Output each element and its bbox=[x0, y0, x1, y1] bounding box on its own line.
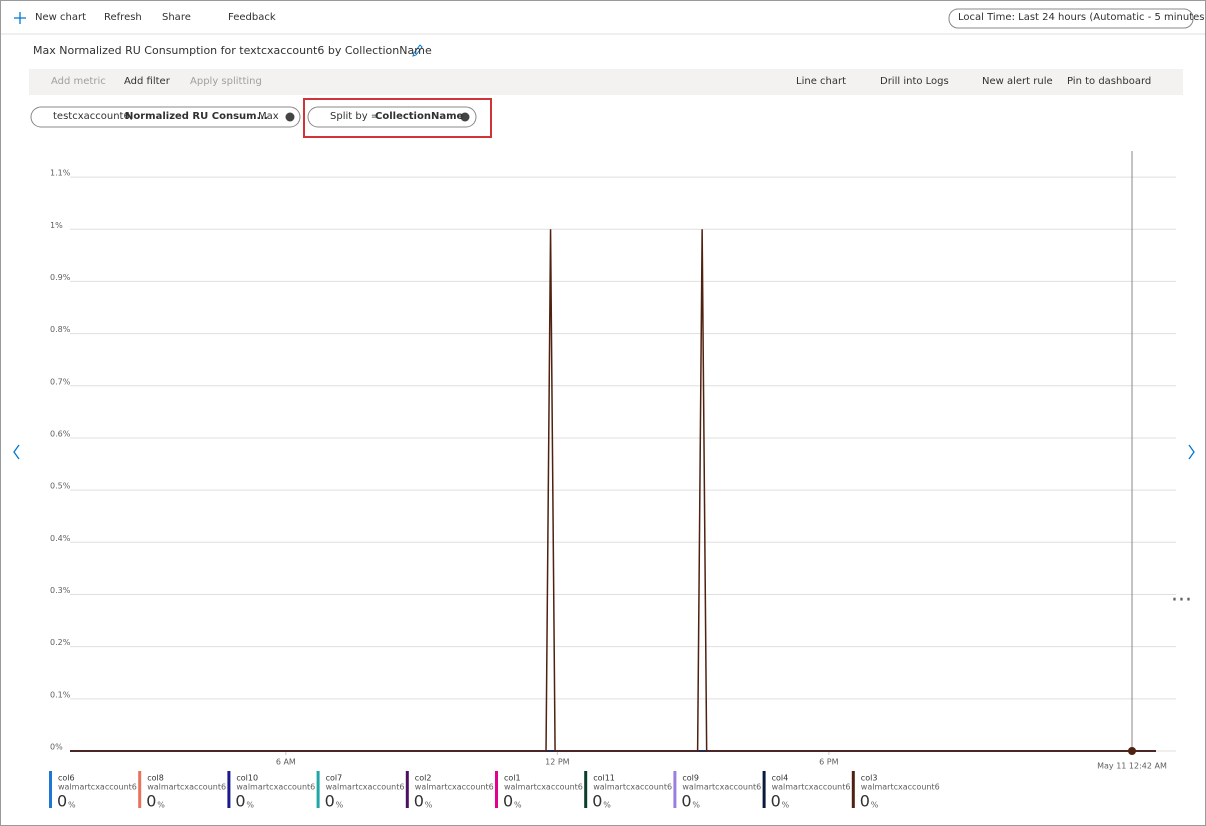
legend-unit: % bbox=[157, 801, 165, 810]
legend-name: col8 bbox=[147, 774, 164, 783]
metric-aggregation: Max bbox=[258, 111, 279, 122]
y-tick-label: 0.2% bbox=[50, 638, 71, 647]
plus-icon bbox=[14, 12, 26, 24]
nav-arrow[interactable] bbox=[13, 444, 1195, 460]
time-range[interactable]: Local Time: Last 24 hours (Automatic - 5… bbox=[958, 12, 1206, 23]
legend-account: walmartcxaccount6 bbox=[504, 783, 583, 792]
legend-account: walmartcxaccount6 bbox=[593, 783, 672, 792]
legend-account: walmartcxaccount6 bbox=[861, 783, 940, 792]
legend-name: col3 bbox=[861, 774, 878, 783]
more-icon[interactable]: ··· bbox=[1171, 588, 1192, 613]
legend-value: 0 bbox=[235, 792, 245, 811]
legend-unit: % bbox=[514, 801, 522, 810]
y-tick-label: 0.9% bbox=[50, 273, 71, 282]
legend-value: 0 bbox=[325, 792, 335, 811]
legend-name: col7 bbox=[326, 774, 343, 783]
legend-unit: % bbox=[782, 801, 790, 810]
legend-swatch bbox=[227, 771, 231, 808]
y-tick-label: 0.3% bbox=[50, 586, 71, 595]
split-pill[interactable] bbox=[307, 106, 477, 128]
legend-account: walmartcxaccount6 bbox=[772, 783, 851, 792]
cursor-label: May 11 12:42 AM bbox=[1097, 762, 1167, 771]
legend-account: walmartcxaccount6 bbox=[682, 783, 761, 792]
new-alert[interactable]: New alert rule bbox=[982, 76, 1053, 87]
new-chart[interactable]: New chart bbox=[35, 12, 86, 23]
legend-value: 0 bbox=[771, 792, 781, 811]
legend-value: 0 bbox=[57, 792, 67, 811]
x-tick-label: 12 PM bbox=[545, 758, 570, 767]
y-tick-label: 0.8% bbox=[50, 325, 71, 334]
refresh[interactable]: Refresh bbox=[104, 12, 142, 23]
legend-unit: % bbox=[603, 801, 611, 810]
edit-icon[interactable] bbox=[412, 44, 423, 57]
split-label: Split by = bbox=[330, 111, 380, 122]
legend-swatch bbox=[316, 771, 320, 808]
legend-swatch bbox=[49, 771, 52, 808]
legend-value: 0 bbox=[503, 792, 513, 811]
highlight-box bbox=[303, 98, 492, 138]
legend-swatch bbox=[762, 771, 766, 808]
legend-swatch bbox=[584, 771, 588, 808]
metric-resource: testcxaccount6, bbox=[53, 111, 133, 122]
y-tick-label: 0.4% bbox=[50, 534, 71, 543]
legend-swatch bbox=[495, 771, 498, 808]
legend-value: 0 bbox=[414, 792, 424, 811]
pin-dashboard[interactable]: Pin to dashboard bbox=[1067, 76, 1152, 87]
legend-value: 0 bbox=[681, 792, 691, 811]
legend-account: walmartcxaccount6 bbox=[236, 783, 315, 792]
x-tick-label: 6 PM bbox=[819, 758, 838, 767]
legend-name: col1 bbox=[504, 774, 521, 783]
legend-account: walmartcxaccount6 bbox=[326, 783, 405, 792]
legend-account: walmartcxaccount6 bbox=[147, 783, 226, 792]
line-chart[interactable]: Line chart bbox=[796, 76, 847, 87]
legend-value: 0 bbox=[860, 792, 870, 811]
y-tick-label: 0.6% bbox=[50, 429, 71, 438]
cursor-dot bbox=[1128, 747, 1137, 755]
add-filter[interactable]: Add filter bbox=[124, 76, 170, 87]
split-value: CollectionName bbox=[375, 111, 464, 122]
legend-swatch bbox=[851, 771, 855, 808]
legend-name: col11 bbox=[593, 774, 615, 783]
legend-name: col2 bbox=[415, 774, 432, 783]
y-tick-label: 0.7% bbox=[50, 377, 71, 386]
legend-name: col10 bbox=[236, 774, 258, 783]
drill-logs[interactable]: Drill into Logs bbox=[880, 76, 949, 87]
chart-title: Max Normalized RU Consumption for textcx… bbox=[33, 44, 432, 57]
legend-account: walmartcxaccount6 bbox=[415, 783, 494, 792]
legend-unit: % bbox=[246, 801, 254, 810]
feedback[interactable]: Feedback bbox=[228, 12, 276, 23]
y-tick-label: 0.5% bbox=[50, 482, 71, 491]
time-button[interactable] bbox=[948, 8, 1194, 29]
legend-value: 0 bbox=[592, 792, 602, 811]
y-tick-label: 1.1% bbox=[50, 169, 71, 178]
add-metric[interactable]: Add metric bbox=[51, 76, 106, 87]
share[interactable]: Share bbox=[162, 12, 191, 23]
legend-unit: % bbox=[336, 801, 344, 810]
series-line bbox=[70, 229, 1156, 752]
legend-swatch bbox=[673, 771, 677, 808]
legend-name: col6 bbox=[58, 774, 75, 783]
legend-name: col9 bbox=[682, 774, 699, 783]
y-tick-label: 0% bbox=[50, 743, 63, 752]
legend-unit: % bbox=[68, 801, 76, 810]
metric-pill[interactable] bbox=[30, 106, 301, 128]
legend-unit: % bbox=[692, 801, 700, 810]
remove-icon[interactable] bbox=[285, 112, 295, 122]
legend-swatch bbox=[405, 771, 409, 808]
x-tick-label: 6 AM bbox=[276, 758, 296, 767]
legend-account: walmartcxaccount6 bbox=[58, 783, 137, 792]
legend-value: 0 bbox=[146, 792, 156, 811]
remove-icon[interactable] bbox=[460, 112, 470, 122]
legend-name: col4 bbox=[772, 774, 789, 783]
apply-splitting[interactable]: Apply splitting bbox=[190, 76, 262, 87]
legend-unit: % bbox=[425, 801, 433, 810]
y-tick-label: 1% bbox=[50, 221, 63, 230]
metric-name: Normalized RU Consum... bbox=[125, 111, 268, 122]
y-tick-label: 0.1% bbox=[50, 690, 71, 699]
toolbar-bg bbox=[29, 69, 1183, 95]
legend-unit: % bbox=[871, 801, 879, 810]
legend-swatch bbox=[138, 771, 142, 808]
